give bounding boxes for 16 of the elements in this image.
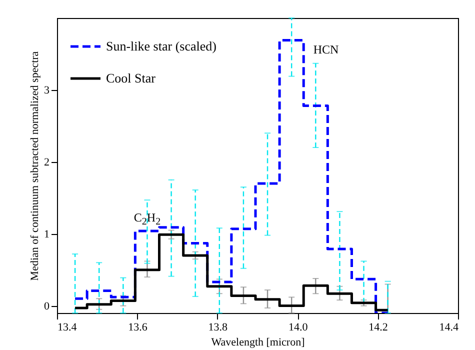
y-tick-label: 1: [44, 228, 50, 240]
y-tick-label: 3: [44, 84, 50, 96]
x-tick-label: 14.2: [368, 322, 388, 334]
annotation: C$_{2}$H$_{2}$: [134, 210, 161, 228]
x-tick-label: 13.4: [58, 322, 78, 334]
x-tick-label: 14.4: [439, 322, 459, 334]
y-axis-title: Median of continuum subtracted normalized spectra: [29, 51, 41, 281]
x-tick-label: 13.8: [208, 322, 228, 334]
x-axis-title: Wavelength [micron]: [211, 336, 305, 348]
y-tick-label: 2: [44, 156, 50, 168]
legend-label: Sun-like star (scaled): [106, 38, 216, 54]
legend-label: Cool Star: [106, 70, 156, 86]
y-tick-label: 0: [44, 300, 50, 312]
x-tick-label: 14.0: [288, 322, 308, 334]
x-tick-label: 13.6: [128, 322, 148, 334]
annotation: HCN: [313, 42, 339, 58]
